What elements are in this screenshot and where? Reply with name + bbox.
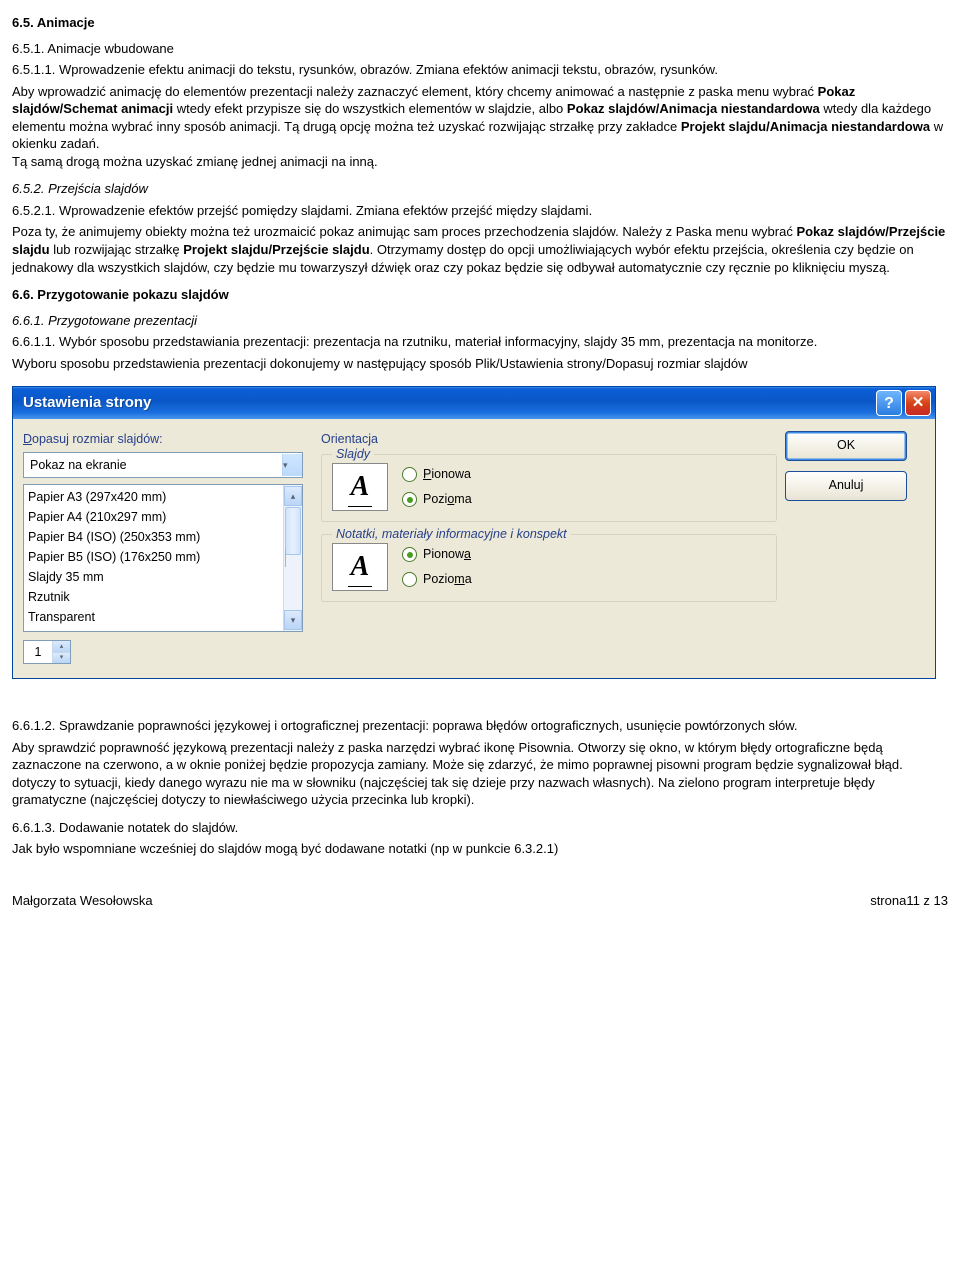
- chevron-down-icon[interactable]: ▾: [282, 454, 302, 476]
- list-item[interactable]: Papier B5 (ISO) (176x250 mm): [28, 547, 279, 567]
- heading-6-6-1: 6.6.1. Przygotowane prezentacji: [12, 312, 948, 330]
- page-setup-dialog-screenshot: Ustawienia strony ? ✕ Dopasuj rozmiar sl…: [12, 386, 948, 679]
- orientation-thumbnail-icon: A: [332, 463, 388, 511]
- scrollbar[interactable]: ▴ ▾: [283, 485, 302, 631]
- paragraph: Wyboru sposobu przedstawienia prezentacj…: [12, 355, 948, 373]
- titlebar: Ustawienia strony ? ✕: [13, 387, 935, 419]
- orientation-thumbnail-icon: A: [332, 543, 388, 591]
- dialog-title: Ustawienia strony: [23, 393, 873, 413]
- radio-landscape-slides[interactable]: Pozioma: [402, 491, 472, 508]
- list-item[interactable]: Papier A4 (210x297 mm): [28, 507, 279, 527]
- heading-6-5-1-1: 6.5.1.1. Wprowadzenie efektu animacji do…: [12, 61, 948, 79]
- slide-size-listbox[interactable]: Papier A3 (297x420 mm) Papier A4 (210x29…: [23, 484, 303, 632]
- list-item[interactable]: Papier B4 (ISO) (250x353 mm): [28, 527, 279, 547]
- scroll-down-icon[interactable]: ▾: [284, 610, 302, 630]
- scroll-grip-icon: [285, 549, 292, 567]
- radio-portrait-slides[interactable]: Pionowa: [402, 466, 472, 483]
- paragraph: Jak było wspomniane wcześniej do slajdów…: [12, 840, 948, 858]
- ok-button[interactable]: OK: [785, 431, 907, 461]
- combo-value: Pokaz na ekranie: [30, 457, 282, 474]
- heading-6-5-1: 6.5.1. Animacje wbudowane: [12, 40, 948, 58]
- heading-6-5: 6.5. Animacje: [12, 14, 948, 32]
- footer-author: Małgorzata Wesołowska: [12, 892, 153, 910]
- list-item[interactable]: Rzutnik: [28, 587, 279, 607]
- heading-6-6: 6.6. Przygotowanie pokazu slajdów: [12, 286, 948, 304]
- radio-portrait-notes[interactable]: Pionowa: [402, 546, 472, 563]
- list-item[interactable]: Slajdy 35 mm: [28, 567, 279, 587]
- paragraph: Aby sprawdzić poprawność językową prezen…: [12, 739, 948, 809]
- heading-6-6-1-2: 6.6.1.2. Sprawdzanie poprawności językow…: [12, 717, 948, 735]
- footer-page: strona11 z 13: [870, 892, 948, 910]
- page-footer: Małgorzata Wesołowska strona11 z 13: [12, 892, 948, 910]
- orientation-label: Orientacja: [321, 431, 777, 448]
- paragraph: Aby wprowadzić animację do elementów pre…: [12, 83, 948, 171]
- heading-6-6-1-3: 6.6.1.3. Dodawanie notatek do slajdów.: [12, 819, 948, 837]
- scroll-up-icon[interactable]: ▴: [284, 486, 302, 506]
- heading-6-6-1-1: 6.6.1.1. Wybór sposobu przedstawiania pr…: [12, 333, 948, 351]
- list-item[interactable]: Transparent: [28, 607, 279, 627]
- spinner-down-icon[interactable]: ▾: [53, 653, 70, 664]
- heading-6-5-2: 6.5.2. Przejścia slajdów: [12, 180, 948, 198]
- help-button[interactable]: ?: [876, 390, 902, 416]
- fit-slides-label: Dopasuj rozmiar slajdów:: [23, 431, 303, 448]
- scroll-thumb[interactable]: [285, 507, 301, 555]
- heading-6-5-2-1: 6.5.2.1. Wprowadzenie efektów przejść po…: [12, 202, 948, 220]
- cancel-button[interactable]: Anuluj: [785, 471, 907, 501]
- group-legend-slides: Slajdy: [332, 446, 374, 463]
- spinner-value: 1: [24, 641, 52, 663]
- close-button[interactable]: ✕: [905, 390, 931, 416]
- group-legend-notes: Notatki, materiały informacyjne i konspe…: [332, 526, 571, 543]
- paragraph: Poza ty, że animujemy obiekty można też …: [12, 223, 948, 276]
- notes-orientation-group: Notatki, materiały informacyjne i konspe…: [321, 534, 777, 602]
- slide-size-combo[interactable]: Pokaz na ekranie ▾: [23, 452, 303, 478]
- list-item[interactable]: Papier A3 (297x420 mm): [28, 487, 279, 507]
- slides-orientation-group: Slajdy A Pionowa Pozioma: [321, 454, 777, 522]
- number-spinner[interactable]: 1 ▴ ▾: [23, 640, 71, 664]
- spinner-up-icon[interactable]: ▴: [53, 641, 70, 653]
- radio-landscape-notes[interactable]: Pozioma: [402, 571, 472, 588]
- scroll-track[interactable]: [285, 507, 301, 609]
